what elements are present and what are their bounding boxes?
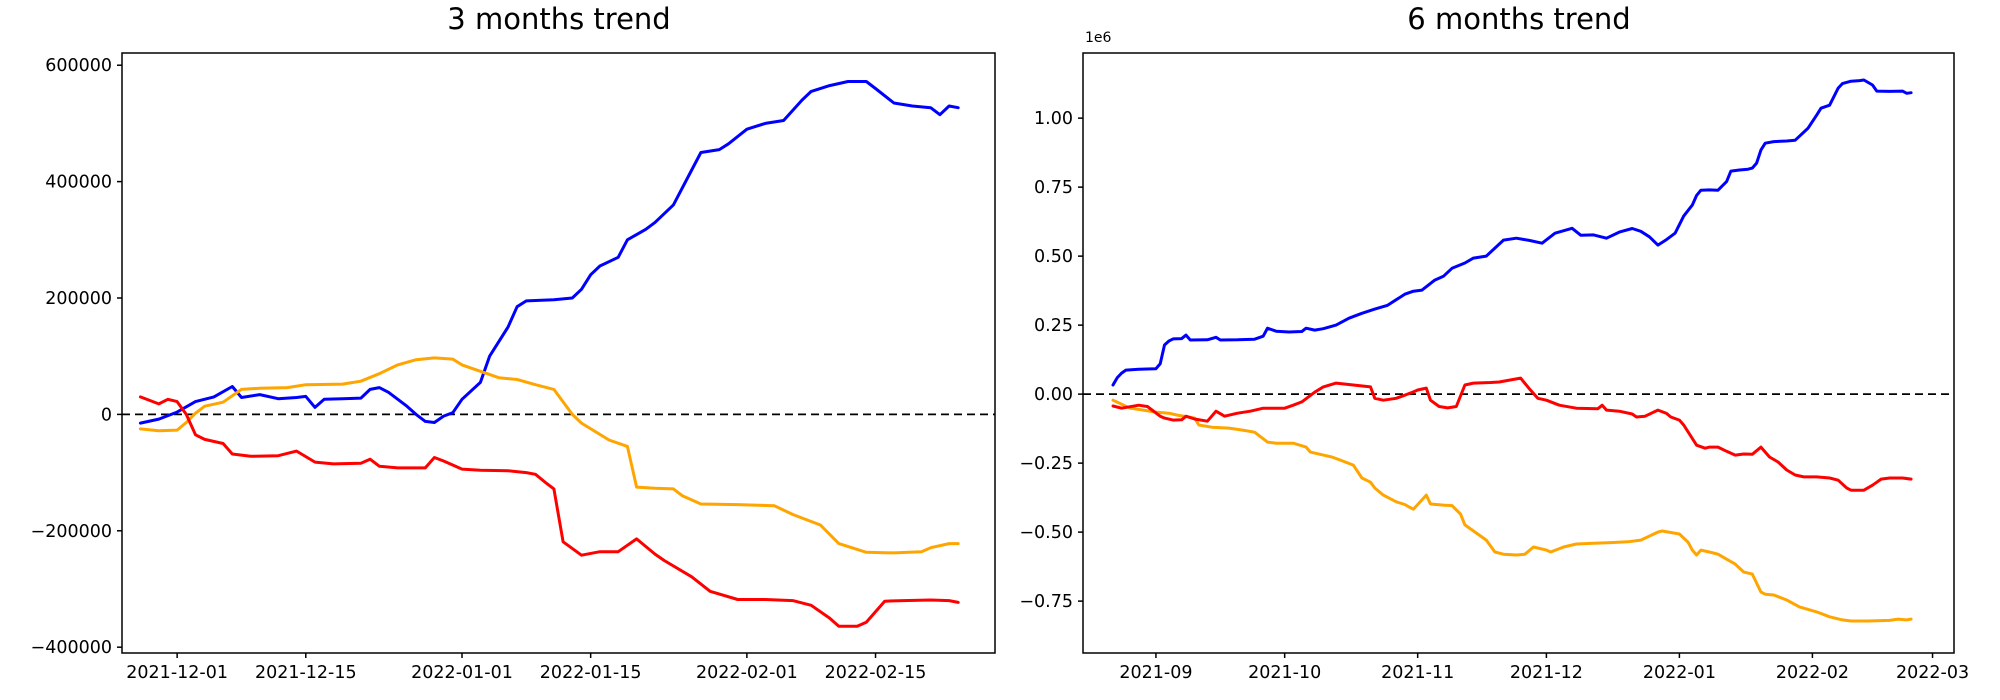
- series-line-orange: [1111, 398, 1913, 623]
- y-axis-tick-label: 200000: [45, 289, 112, 309]
- y-axis-tick-label: 0.50: [1034, 247, 1073, 267]
- y-axis-tick-label: 0.75: [1034, 178, 1073, 198]
- series-line-blue: [1111, 78, 1913, 387]
- x-axis-tick-label: 2021-10: [1248, 663, 1321, 683]
- x-axis-tick-label: 2021-09: [1119, 663, 1192, 683]
- series-line-orange: [138, 356, 960, 555]
- chart-title-3-months: 3 months trend: [447, 2, 671, 36]
- y-axis-tick-label: 1.00: [1034, 109, 1073, 129]
- y-axis-tick-label: −0.25: [1019, 454, 1073, 474]
- y-axis-tick-label: 0.25: [1034, 316, 1073, 336]
- plot-border: [1082, 52, 1955, 654]
- y-axis-offset-label: 1e6: [1085, 30, 1112, 46]
- y-axis-tick-label: 600000: [45, 56, 112, 76]
- x-axis-tick-label: 2022-02-15: [825, 663, 927, 683]
- x-axis-tick-label: 2022-01-01: [411, 663, 513, 683]
- series-line-red: [138, 395, 960, 628]
- plot-border: [121, 52, 996, 654]
- y-axis-tick-label: 0.00: [1034, 385, 1073, 405]
- x-axis-tick-label: 2021-12-15: [255, 663, 357, 683]
- x-axis-tick-label: 2022-01: [1643, 663, 1716, 683]
- y-axis-tick-label: −0.75: [1019, 592, 1073, 612]
- y-axis-tick-label: −200000: [31, 522, 112, 542]
- series-line-red: [1111, 376, 1913, 492]
- y-axis-tick-label: −400000: [31, 638, 112, 658]
- series-line-blue: [138, 80, 960, 425]
- y-axis-tick-label: 0: [101, 405, 112, 425]
- x-axis-tick-label: 2022-03: [1896, 663, 1969, 683]
- chart-title-6-months: 6 months trend: [1407, 2, 1631, 36]
- x-axis-tick-label: 2021-11: [1381, 663, 1454, 683]
- x-axis-tick-label: 2021-12-01: [126, 663, 228, 683]
- y-axis-tick-label: 400000: [45, 173, 112, 193]
- x-axis-tick-label: 2021-12: [1510, 663, 1583, 683]
- x-axis-tick-label: 2022-02-01: [696, 663, 798, 683]
- x-axis-tick-label: 2022-01-15: [540, 663, 642, 683]
- x-axis-tick-label: 2022-02: [1776, 663, 1849, 683]
- y-axis-tick-label: −0.50: [1019, 523, 1073, 543]
